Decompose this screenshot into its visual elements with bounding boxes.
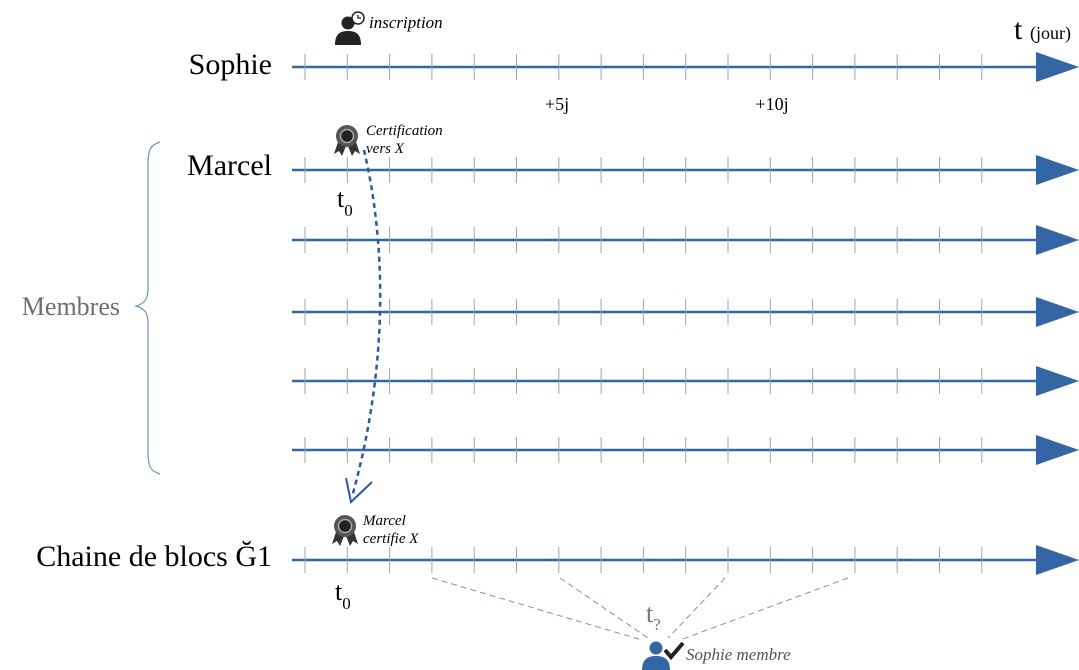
inscription-label: inscription [369, 13, 443, 32]
mark-plus-5j: +5j [545, 94, 569, 114]
certification-transfer-arrowhead [345, 477, 373, 504]
sophie-membre-label: Sophie membre [686, 645, 791, 664]
timeline-arrowhead-sophie [1036, 52, 1079, 82]
t0-blockchain: t0 [335, 577, 351, 613]
marcel-label: Marcel [187, 149, 272, 182]
certificate-icon [334, 125, 360, 156]
time-axis-unit: (jour) [1030, 23, 1071, 44]
timeline-arrowhead-member-4 [1036, 366, 1079, 396]
members-label: Membres [22, 292, 120, 321]
timeline-arrowhead-blockchain [1036, 545, 1079, 575]
certification-transfer-arrow [350, 149, 382, 498]
certification-label-line2: vers X [366, 141, 405, 157]
marcel-certifie-line1: Marcel [362, 513, 406, 529]
marcel-certifie-line2: certifie X [363, 531, 419, 547]
certification-label-line1: Certification [366, 123, 443, 139]
certificate-icon [332, 515, 358, 546]
t0-marcel: t0 [337, 184, 353, 220]
timeline-arrowhead-marcel [1036, 155, 1079, 185]
blockchain-label: Chaine de blocs Ğ1 [36, 540, 272, 573]
t-unknown: t? [646, 599, 661, 634]
time-axis-symbol: t [1014, 13, 1023, 46]
members-brace [133, 141, 161, 475]
timeline-arrowhead-member-5 [1036, 435, 1079, 465]
timeline-arrowhead-member-2 [1036, 225, 1079, 255]
mark-plus-10j: +10j [755, 94, 788, 114]
convergence-guides [431, 577, 849, 641]
sophie-label: Sophie [189, 48, 272, 81]
user-clock-icon [335, 11, 365, 45]
timeline-axes [292, 52, 1079, 575]
user-check-icon [642, 641, 685, 670]
timeline-arrowhead-member-3 [1036, 297, 1079, 327]
timeline-ticks [304, 54, 983, 573]
